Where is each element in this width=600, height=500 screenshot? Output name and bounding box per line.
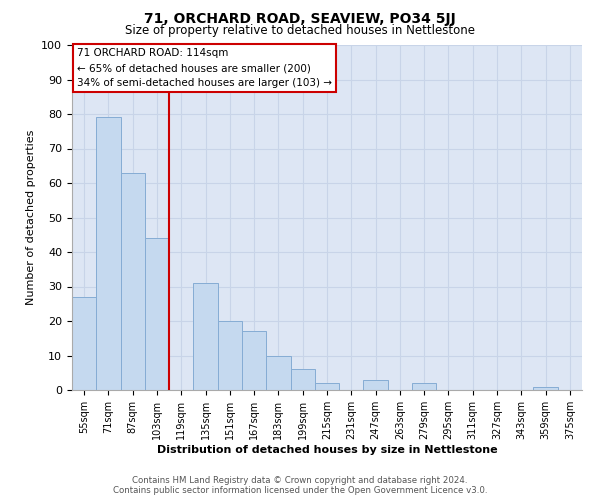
Bar [242, 332, 266, 390]
X-axis label: Distribution of detached houses by size in Nettlestone: Distribution of detached houses by size … [157, 444, 497, 454]
Bar [412, 383, 436, 390]
Bar [533, 386, 558, 390]
Bar [145, 238, 169, 390]
Text: Size of property relative to detached houses in Nettlestone: Size of property relative to detached ho… [125, 24, 475, 37]
Text: Contains HM Land Registry data © Crown copyright and database right 2024.
Contai: Contains HM Land Registry data © Crown c… [113, 476, 487, 495]
Text: 71 ORCHARD ROAD: 114sqm
← 65% of detached houses are smaller (200)
34% of semi-d: 71 ORCHARD ROAD: 114sqm ← 65% of detache… [77, 48, 332, 88]
Text: 71, ORCHARD ROAD, SEAVIEW, PO34 5JJ: 71, ORCHARD ROAD, SEAVIEW, PO34 5JJ [144, 12, 456, 26]
Bar [218, 321, 242, 390]
Bar [96, 118, 121, 390]
Bar [193, 283, 218, 390]
Y-axis label: Number of detached properties: Number of detached properties [26, 130, 36, 305]
Bar [364, 380, 388, 390]
Bar [72, 297, 96, 390]
Bar [290, 370, 315, 390]
Bar [315, 383, 339, 390]
Bar [121, 172, 145, 390]
Bar [266, 356, 290, 390]
